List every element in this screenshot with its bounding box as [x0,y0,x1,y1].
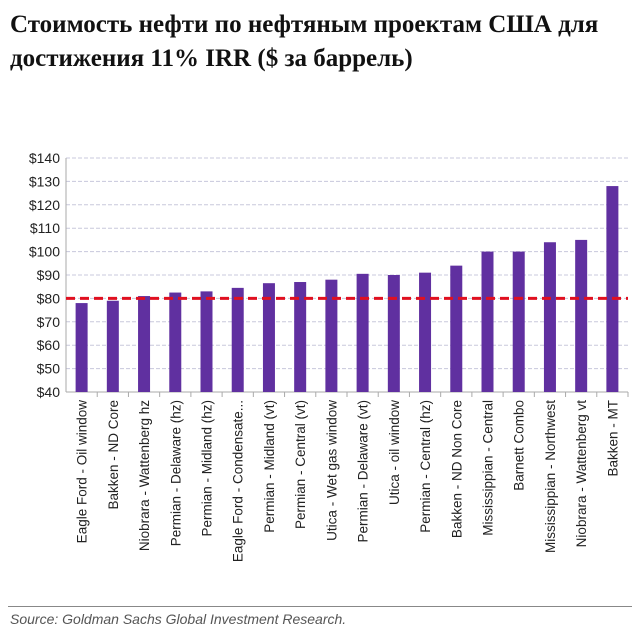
bar [481,251,494,392]
bar [231,287,244,392]
y-tick-label: $90 [37,267,61,283]
y-tick-label: $110 [30,220,60,236]
x-tick-label: Mississippian - Northwest [543,400,558,553]
bar [138,296,151,392]
x-tick-label: Niobrara - Wattenberg hz [137,400,152,551]
x-tick-label: Utica - Wet gas window [324,400,339,541]
y-tick-label: $120 [29,197,60,213]
y-tick-label: $80 [37,290,61,306]
y-tick-label: $60 [37,337,61,353]
y-tick-label: $130 [29,173,60,189]
bar [356,273,369,392]
bar [543,242,556,392]
bar [294,282,307,392]
y-tick-label: $40 [37,384,61,400]
page-title: Стоимость нефти по нефтяным проектам США… [10,11,599,72]
bar-chart: $40 $50 $60 $70 $80 $90 $100 $110 $120 $130 $140 Ea… [29,150,629,562]
bar [575,239,588,392]
y-tick-label: $140 [29,150,60,166]
x-tick-label: Permian - Delaware (vt) [356,400,371,543]
y-tick-label: $100 [29,244,60,260]
y-tick-label: $70 [37,314,61,330]
x-tick-label: Mississippian - Central [481,400,496,536]
bar [387,275,400,392]
bar [419,272,432,392]
x-tick-label: Eagle Ford - Condensate... [231,400,246,562]
x-tick-label: Permian - Delaware (hz) [168,400,183,546]
bar [75,303,88,392]
bar [262,283,275,392]
x-tick-label: Barnett Combo [512,400,527,491]
bar [512,251,525,392]
x-tick-label: Bakken - ND Core [106,400,121,510]
y-tick-label: $50 [37,361,61,377]
bar [325,279,338,392]
x-tick-label: Permian - Midland (hz) [200,400,215,537]
divider [8,606,632,607]
x-tick-label: Permian - Central (hz) [418,400,433,533]
bar [450,265,463,392]
source-note: Source: Goldman Sachs Global Investment … [10,611,347,627]
bar [106,300,119,392]
x-tick-label: Permian - Midland (vt) [262,400,277,533]
x-tick-label: Utica - oil window [387,400,402,505]
bar [606,186,619,392]
bar [200,291,213,392]
x-tick-label: Permian - Central (vt) [293,400,308,529]
x-tick-label: Bakken - ND Non Core [449,400,464,538]
x-tick-label: Niobrara - Wattenberg vt [574,400,589,548]
x-tick-label: Eagle Ford - Oil window [75,400,90,544]
bar [169,292,182,392]
x-tick-label: Bakken - MT [605,400,620,477]
